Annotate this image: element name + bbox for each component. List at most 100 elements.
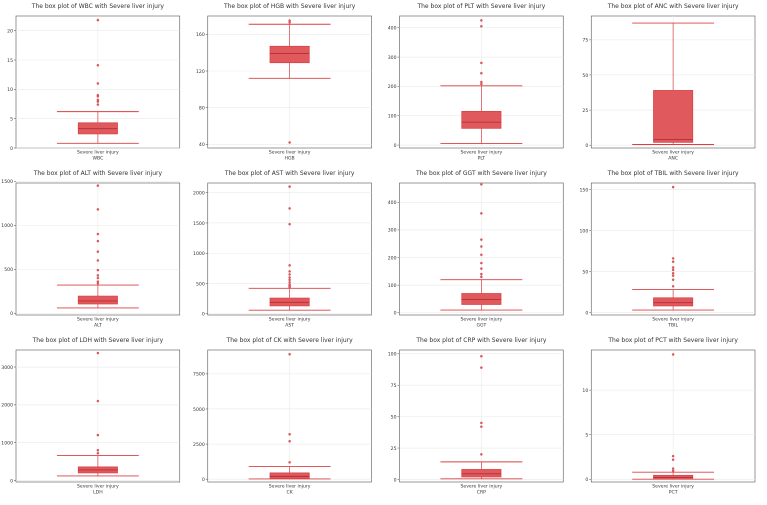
outlier-point xyxy=(96,95,100,98)
outlier-point xyxy=(480,261,483,265)
y-tick-label: 25 xyxy=(582,108,588,114)
outlier-point xyxy=(96,452,100,455)
outlier-point xyxy=(671,274,675,277)
outlier-point xyxy=(96,399,100,403)
outlier-point xyxy=(480,71,483,75)
outlier-point xyxy=(480,245,483,248)
x-tick-label: Severe liver injury xyxy=(652,484,694,490)
outlier-point xyxy=(96,64,100,67)
outlier-point xyxy=(288,185,291,188)
chart-panel-pct: The box plot of PCT with Severe liver in… xyxy=(582,337,756,496)
chart-panel-ck: The box plot of CK with Severe liver inj… xyxy=(193,337,372,496)
x-tick-label: Severe liver injury xyxy=(460,484,502,490)
y-tick-label: 100 xyxy=(388,114,397,120)
outlier-point xyxy=(480,80,483,84)
chart-panel-ggt: The box plot of GGT with Severe liver in… xyxy=(388,170,564,329)
outlier-point xyxy=(480,19,483,22)
y-tick-label: 0 xyxy=(585,477,588,483)
chart-panel-crp: The box plot of CRP with Severe liver in… xyxy=(388,337,564,496)
outlier-point xyxy=(96,282,100,285)
outlier-point xyxy=(288,276,291,279)
chart-title: The box plot of WBC with Severe liver in… xyxy=(31,3,165,10)
outlier-point xyxy=(671,353,675,356)
y-tick-label: 500 xyxy=(196,281,205,287)
x-tick-label: Severe liver injury xyxy=(77,150,119,156)
iqr-box xyxy=(269,472,310,479)
y-tick-label: 0 xyxy=(202,477,205,483)
outlier-point xyxy=(671,469,675,473)
outlier-point xyxy=(480,212,483,215)
y-tick-label: 0 xyxy=(10,478,13,484)
y-tick-label: 0 xyxy=(10,311,13,317)
x-axis-label: CK xyxy=(287,490,294,496)
outlier-point xyxy=(671,467,675,470)
outlier-point xyxy=(96,351,100,355)
chart-title: The box plot of PCT with Severe liver in… xyxy=(607,337,738,344)
x-axis-label: AST xyxy=(285,323,294,329)
chart-title: The box plot of CK with Severe liver inj… xyxy=(226,337,354,344)
chart-panel-alt: The box plot of ALT with Severe liver in… xyxy=(1,170,181,329)
x-axis-label: PLT xyxy=(478,156,486,162)
y-tick-label: 0 xyxy=(10,146,13,152)
outlier-point xyxy=(480,453,483,456)
y-tick-label: 2000 xyxy=(193,190,205,196)
x-tick-label: Severe liver injury xyxy=(269,484,311,490)
outlier-point xyxy=(288,141,291,144)
x-axis-label: PCT xyxy=(669,490,678,496)
outlier-point xyxy=(288,270,291,273)
y-tick-label: 1000 xyxy=(1,440,13,446)
y-tick-label: 300 xyxy=(388,228,397,234)
y-tick-label: 50 xyxy=(391,414,397,420)
outlier-point xyxy=(480,421,483,425)
iqr-box xyxy=(461,110,502,129)
chart-title: The box plot of CRP with Severe liver in… xyxy=(415,337,546,344)
y-tick-label: 5 xyxy=(585,433,588,439)
y-tick-label: 100 xyxy=(388,352,397,358)
outlier-point xyxy=(96,208,100,211)
outlier-point xyxy=(288,19,291,22)
y-tick-label: 400 xyxy=(388,200,397,206)
y-tick-label: 10 xyxy=(7,87,13,93)
outlier-point xyxy=(480,425,483,428)
chart-title: The box plot of ALT with Severe liver in… xyxy=(33,170,163,177)
outlier-point xyxy=(96,18,100,22)
iqr-box xyxy=(653,474,694,479)
y-tick-label: 0 xyxy=(585,143,588,149)
chart-title: The box plot of LDH with Severe liver in… xyxy=(32,337,164,344)
y-tick-label: 120 xyxy=(196,69,205,75)
x-axis-label: ALT xyxy=(94,323,102,329)
y-tick-label: 1000 xyxy=(1,223,13,229)
y-tick-label: 40 xyxy=(199,142,205,148)
y-tick-label: 160 xyxy=(196,32,205,38)
y-tick-label: 100 xyxy=(579,228,588,234)
outlier-point xyxy=(96,103,100,106)
y-tick-label: 5 xyxy=(10,116,13,122)
x-axis-label: ANC xyxy=(668,156,678,162)
x-axis-label: CRP xyxy=(477,490,486,496)
x-tick-label: Severe liver injury xyxy=(652,150,694,156)
outlier-point xyxy=(480,25,483,28)
outlier-point xyxy=(480,253,483,257)
outlier-point xyxy=(288,278,291,282)
y-tick-label: 50 xyxy=(582,73,588,79)
y-tick-label: 1500 xyxy=(193,221,205,227)
chart-panel-hgb: The box plot of HGB with Severe liver in… xyxy=(196,3,372,162)
x-axis-label: WBC xyxy=(92,156,103,162)
y-tick-label: 0 xyxy=(202,312,205,318)
y-tick-label: 200 xyxy=(388,84,397,90)
outlier-point xyxy=(288,433,291,436)
y-tick-label: 150 xyxy=(579,187,588,193)
y-tick-label: 0 xyxy=(394,143,397,149)
x-tick-label: Severe liver injury xyxy=(77,484,119,490)
y-tick-label: 400 xyxy=(388,26,397,32)
iqr-box xyxy=(461,469,502,478)
outlier-point xyxy=(671,266,675,269)
outlier-point xyxy=(96,259,100,262)
outlier-point xyxy=(288,285,291,289)
chart-title: The box plot of TBIL with Severe liver i… xyxy=(607,170,739,177)
y-tick-label: 75 xyxy=(582,38,588,44)
outlier-point xyxy=(96,250,100,253)
x-tick-label: Severe liver injury xyxy=(269,317,311,323)
